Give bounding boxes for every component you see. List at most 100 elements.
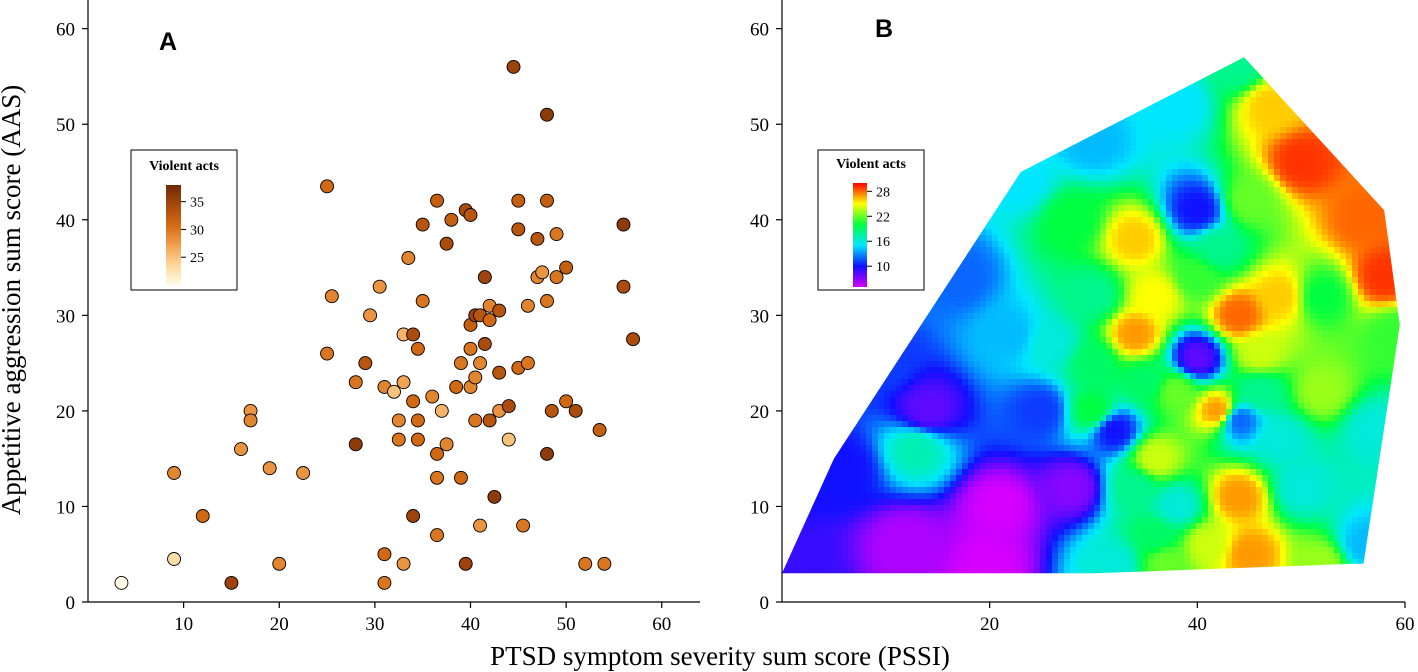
surface-cell <box>998 229 1005 236</box>
surface-cell <box>788 415 795 422</box>
surface-cell <box>842 73 849 80</box>
surface-cell <box>920 361 927 368</box>
surface-cell <box>944 391 951 398</box>
surface-cell <box>842 139 849 146</box>
surface-cell <box>782 535 789 542</box>
surface-cell <box>1082 373 1089 380</box>
surface-cell <box>1052 133 1059 140</box>
surface-cell <box>1064 103 1071 110</box>
surface-cell <box>818 487 825 494</box>
surface-cell <box>1082 295 1089 302</box>
surface-cell <box>824 343 831 350</box>
surface-cell <box>848 61 855 68</box>
surface-cell <box>962 319 969 326</box>
surface-cell <box>800 163 807 170</box>
surface-cell <box>842 301 849 308</box>
surface-cell <box>878 139 885 146</box>
surface-cell <box>932 109 939 116</box>
surface-cell <box>896 67 903 74</box>
surface-cell <box>974 595 981 602</box>
surface-cell <box>998 121 1005 128</box>
surface-cell <box>938 241 945 248</box>
surface-cell <box>842 499 849 506</box>
surface-cell <box>938 115 945 122</box>
surface-cell <box>842 469 849 476</box>
surface-cell <box>992 199 999 206</box>
surface-cell <box>974 445 981 452</box>
surface-cell <box>902 355 909 362</box>
surface-cell <box>812 583 819 590</box>
surface-cell <box>1004 229 1011 236</box>
surface-cell <box>998 445 1005 452</box>
surface-cell <box>830 589 837 596</box>
surface-cell <box>836 583 843 590</box>
surface-cell <box>1010 505 1017 512</box>
surface-cell <box>872 457 879 464</box>
surface-cell <box>812 433 819 440</box>
surface-cell <box>854 313 861 320</box>
surface-cell <box>902 73 909 80</box>
surface-cell <box>830 121 837 128</box>
surface-cell <box>812 91 819 98</box>
surface-cell <box>926 541 933 548</box>
surface-cell <box>848 325 855 332</box>
surface-cell <box>992 127 999 134</box>
surface-cell <box>812 337 819 344</box>
surface-cell <box>1022 259 1029 266</box>
surface-cell <box>944 115 951 122</box>
surface-cell <box>1064 565 1071 572</box>
surface-cell <box>992 73 999 80</box>
surface-cell <box>836 85 843 92</box>
surface-cell <box>1082 403 1089 410</box>
surface-cell <box>1040 103 1047 110</box>
surface-cell <box>836 91 843 98</box>
scatter-point <box>540 446 554 461</box>
surface-cell <box>818 541 825 548</box>
surface-cell <box>1082 277 1089 284</box>
surface-cell <box>974 193 981 200</box>
surface-cell <box>1088 301 1095 308</box>
surface-cell <box>1004 241 1011 248</box>
surface-cell <box>800 457 807 464</box>
scatter-point <box>492 303 507 318</box>
surface-cell <box>974 331 981 338</box>
surface-cell <box>836 121 843 128</box>
surface-cell <box>806 595 813 602</box>
surface-cell <box>938 247 945 254</box>
surface-cell <box>1004 553 1011 560</box>
surface-cell <box>1052 289 1059 296</box>
surface-cell <box>920 565 927 572</box>
surface-cell <box>998 535 1005 542</box>
surface-cell <box>1046 205 1053 212</box>
surface-cell <box>794 97 801 104</box>
surface-cell <box>1082 391 1089 398</box>
surface-cell <box>884 385 891 392</box>
surface-cell <box>902 577 909 584</box>
surface-cell <box>938 211 945 218</box>
surface-cell <box>842 385 849 392</box>
surface-cell <box>932 379 939 386</box>
surface-cell <box>794 367 801 374</box>
surface-cell <box>842 451 849 458</box>
surface-cell <box>1022 349 1029 356</box>
surface-cell <box>830 361 837 368</box>
surface-cell <box>1016 415 1023 422</box>
surface-cell <box>878 349 885 356</box>
surface-cell <box>830 457 837 464</box>
surface-cell <box>854 319 861 326</box>
surface-cell <box>1028 277 1035 284</box>
surface-cell <box>872 415 879 422</box>
surface-cell <box>896 523 903 530</box>
surface-cell <box>998 481 1005 488</box>
surface-cell <box>956 223 963 230</box>
surface-cell <box>818 79 825 86</box>
surface-cell <box>938 463 945 470</box>
surface-cell <box>986 115 993 122</box>
surface-cell <box>1070 307 1077 314</box>
surface-cell <box>992 451 999 458</box>
surface-cell <box>788 181 795 188</box>
surface-cell <box>902 121 909 128</box>
surface-cell <box>1034 415 1041 422</box>
surface-cell <box>1022 355 1029 362</box>
surface-cell <box>794 331 801 338</box>
